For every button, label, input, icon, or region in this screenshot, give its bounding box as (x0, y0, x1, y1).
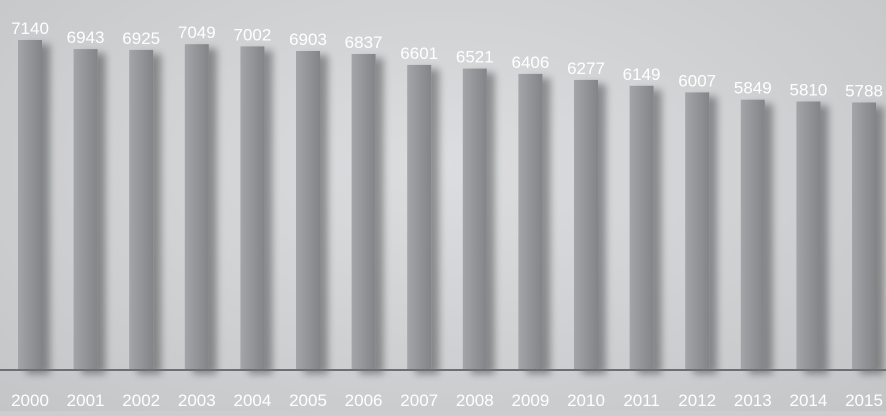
data-labels: 7140 6943 6925 7049 7002 6903 6837 6601 6521 6406… (11, 19, 883, 101)
x-tick-label-2013: 2013 (734, 391, 772, 410)
data-label-2010: 6277 (567, 59, 605, 78)
x-tick-label-2000: 2000 (11, 391, 49, 410)
bar-2008 (462, 68, 487, 370)
data-label-2011: 6149 (623, 65, 661, 84)
x-tick-label-2009: 2009 (511, 391, 549, 410)
x-tick-label-2010: 2010 (567, 391, 605, 410)
data-label-2002: 6925 (122, 29, 160, 48)
x-tick-label-2008: 2008 (456, 391, 494, 410)
data-label-2007: 6601 (400, 44, 438, 63)
data-label-2014: 5810 (789, 81, 827, 100)
x-tick-label-2015: 2015 (845, 391, 883, 410)
x-tick-label-2006: 2006 (345, 391, 383, 410)
bar-2013 (740, 99, 765, 370)
bar-2012 (685, 92, 710, 371)
data-label-2004: 7002 (233, 25, 271, 44)
bar-2010 (574, 79, 598, 371)
x-tick-label-2014: 2014 (789, 391, 827, 410)
bar-2014 (796, 101, 821, 370)
x-tick-label-2001: 2001 (67, 391, 105, 410)
x-tick-labels: 2000 2001 2002 2003 2004 2005 2006 2007 2008 2009… (11, 391, 883, 410)
x-tick-label-2007: 2007 (400, 391, 438, 410)
bar-2009 (518, 73, 543, 371)
data-label-2013: 5849 (734, 79, 772, 98)
x-tick-label-2003: 2003 (178, 391, 216, 410)
x-tick-label-2012: 2012 (678, 391, 716, 410)
bar-2015 (852, 102, 876, 370)
bar-2004 (240, 46, 265, 371)
bar-2001 (73, 49, 98, 370)
data-label-2008: 6521 (456, 48, 494, 67)
x-tick-label-2004: 2004 (233, 391, 271, 410)
x-tick-label-2002: 2002 (122, 391, 160, 410)
data-label-2015: 5788 (845, 82, 883, 101)
bar-2006 (351, 54, 376, 370)
bar-2002 (129, 49, 154, 371)
bar-series (18, 40, 876, 371)
data-label-2006: 6837 (345, 33, 383, 52)
bar-2005 (296, 51, 320, 370)
data-label-2005: 6903 (289, 30, 327, 49)
data-label-2009: 6406 (511, 53, 549, 72)
data-label-2001: 6943 (67, 28, 105, 47)
data-label-2003: 7049 (178, 23, 216, 42)
bar-2000 (18, 40, 42, 370)
bar-2003 (184, 44, 209, 370)
data-label-2000: 7140 (11, 19, 49, 38)
x-tick-label-2011: 2011 (623, 391, 660, 410)
data-label-2012: 6007 (678, 71, 716, 90)
x-tick-label-2005: 2005 (289, 391, 327, 410)
bar-2011 (629, 85, 654, 371)
bar-2007 (407, 64, 432, 371)
